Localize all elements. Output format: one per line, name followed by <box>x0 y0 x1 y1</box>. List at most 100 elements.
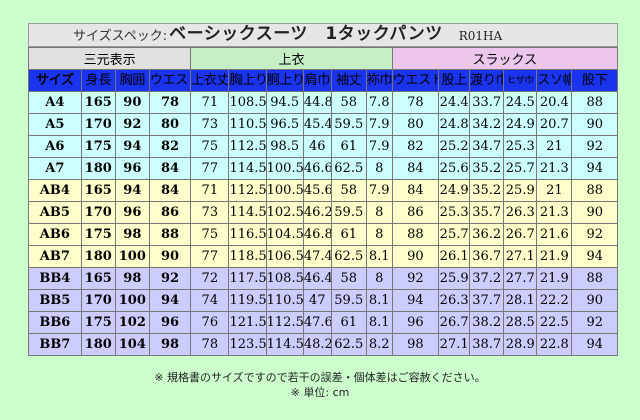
value-cell: 98.5 <box>265 135 304 158</box>
value-cell: 76 <box>190 311 230 334</box>
value-cell: 24.8 <box>438 113 471 136</box>
value-cell: 62.5 <box>330 333 367 356</box>
value-cell: 36.7 <box>469 245 505 268</box>
title-bar: サイズスペック: ベーシックスーツ 1タックパンツ R01HA <box>28 23 618 47</box>
value-cell: 75 <box>190 135 230 158</box>
value-cell: 102.5 <box>265 201 304 224</box>
value-cell: 58 <box>330 179 367 202</box>
value-cell: 45.4 <box>302 113 332 136</box>
value-cell: 25.2 <box>438 135 471 158</box>
value-cell: 20.7 <box>536 113 573 136</box>
value-cell: 7.9 <box>365 179 393 202</box>
value-cell: 8.1 <box>365 311 393 334</box>
value-cell: 94 <box>114 135 150 158</box>
col-header-inseam: 股下 <box>571 69 618 92</box>
col-header-hem: スソ幅 <box>536 69 573 92</box>
col-header-cuff: 袮巾 <box>365 69 393 92</box>
value-cell: 24.4 <box>438 91 471 114</box>
value-cell: 34.2 <box>469 113 505 136</box>
value-cell: 45.6 <box>302 179 332 202</box>
note-tolerance: ※ 規格書のサイズですので若干の誤差・個体差はご容赦ください。 <box>154 371 486 384</box>
value-cell: 26.1 <box>438 245 471 268</box>
value-cell: 94 <box>571 245 618 268</box>
value-cell: 61 <box>330 135 367 158</box>
table-row: A7 180 96 84 77 114.5 100.5 46.6 62.5 8 84 25.6 35.2… <box>28 157 618 180</box>
value-cell: 47.6 <box>302 311 332 334</box>
size-cell: A5 <box>28 113 82 136</box>
value-cell: 117.5 <box>228 267 267 290</box>
size-cell: AB6 <box>28 223 82 246</box>
notes: ※ 規格書のサイズですので若干の誤差・個体差はご容赦ください。 ※ 単位: cm <box>0 370 640 400</box>
value-cell: 20.4 <box>536 91 573 114</box>
value-cell: 165 <box>80 267 116 290</box>
value-cell: 98 <box>114 267 150 290</box>
value-cell: 46.4 <box>302 267 332 290</box>
value-cell: 94 <box>148 289 192 312</box>
value-cell: 21.9 <box>536 267 573 290</box>
value-cell: 25.6 <box>438 157 471 180</box>
group-slacks: スラックス <box>391 47 619 70</box>
size-cell: AB5 <box>28 201 82 224</box>
value-cell: 59.5 <box>330 113 367 136</box>
value-cell: 94 <box>114 179 150 202</box>
value-cell: 123.5 <box>228 333 267 356</box>
value-cell: 92 <box>391 267 440 290</box>
value-cell: 114.5 <box>228 157 267 180</box>
value-cell: 86 <box>148 201 192 224</box>
value-cell: 86 <box>391 201 440 224</box>
size-cell: BB6 <box>28 311 82 334</box>
value-cell: 47.4 <box>302 245 332 268</box>
value-cell: 62.5 <box>330 245 367 268</box>
value-cell: 7.8 <box>365 91 393 114</box>
size-spec-table: 三元表示 上衣 スラックス サイズ 身長 胸囲 ウエスト 上衣丈 胸上り 胴上り… <box>27 47 619 356</box>
value-cell: 27.1 <box>438 333 471 356</box>
table-row: BB6 175 102 96 76 121.5 112.5 47.6 61 8.1 96 26.7 38… <box>28 311 618 334</box>
value-cell: 27.7 <box>503 267 538 290</box>
col-header-sleeve: 袖丈 <box>330 69 367 92</box>
value-cell: 92 <box>148 267 192 290</box>
value-cell: 59.5 <box>330 201 367 224</box>
value-cell: 24.9 <box>503 113 538 136</box>
value-cell: 61 <box>330 311 367 334</box>
value-cell: 25.9 <box>438 267 471 290</box>
value-cell: 116.5 <box>228 223 267 246</box>
value-cell: 118.5 <box>228 245 267 268</box>
size-cell: BB5 <box>28 289 82 312</box>
value-cell: 94.5 <box>265 91 304 114</box>
value-cell: 27.1 <box>503 245 538 268</box>
value-cell: 100.5 <box>265 157 304 180</box>
value-cell: 80 <box>148 113 192 136</box>
value-cell: 92 <box>114 113 150 136</box>
value-cell: 8 <box>365 223 393 246</box>
value-cell: 90 <box>571 201 618 224</box>
value-cell: 90 <box>391 245 440 268</box>
table-row: BB4 165 98 92 72 117.5 108.5 46.4 58 8 92 25.9 37.2 2… <box>28 267 618 290</box>
table-row: A6 175 94 82 75 112.5 98.5 46 61 7.9 82 25.2 34.7 25.… <box>28 135 618 158</box>
page-title: ベーシックスーツ 1タックパンツ <box>169 24 443 44</box>
value-cell: 90 <box>571 289 618 312</box>
value-cell: 34.7 <box>469 135 505 158</box>
value-cell: 88 <box>571 91 618 114</box>
value-cell: 84 <box>391 157 440 180</box>
value-cell: 8 <box>365 267 393 290</box>
col-header-waist: ウエスト <box>148 69 192 92</box>
value-cell: 112.5 <box>228 135 267 158</box>
table-row: AB5 170 96 86 73 114.5 102.5 46.2 59.5 8 86 25.3 35.… <box>28 201 618 224</box>
size-cell: AB4 <box>28 179 82 202</box>
value-cell: 108.5 <box>265 267 304 290</box>
size-cell: BB4 <box>28 267 82 290</box>
value-cell: 92 <box>571 135 618 158</box>
value-cell: 88 <box>571 179 618 202</box>
value-cell: 88 <box>391 223 440 246</box>
value-cell: 21 <box>536 179 573 202</box>
value-cell: 21.6 <box>536 223 573 246</box>
value-cell: 8.1 <box>365 289 393 312</box>
value-cell: 8.1 <box>365 245 393 268</box>
value-cell: 96 <box>114 201 150 224</box>
col-header-knee-label: ヒザ巾 <box>507 76 534 86</box>
value-cell: 92 <box>571 223 618 246</box>
value-cell: 165 <box>80 179 116 202</box>
group-sangen: 三元表示 <box>27 47 192 70</box>
table-row: AB6 175 98 88 75 116.5 104.5 46.8 61 8 88 25.7 36.2 2… <box>28 223 618 246</box>
size-cell: BB7 <box>28 333 82 356</box>
